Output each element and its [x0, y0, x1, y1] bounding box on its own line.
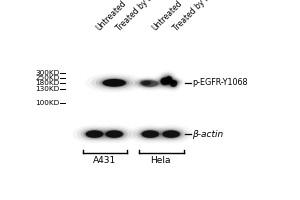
Ellipse shape [163, 130, 180, 138]
Text: 250KD: 250KD [35, 75, 60, 81]
Ellipse shape [141, 130, 160, 138]
Ellipse shape [142, 130, 159, 138]
Ellipse shape [97, 127, 132, 142]
Ellipse shape [101, 79, 127, 87]
Ellipse shape [157, 78, 183, 86]
Ellipse shape [86, 130, 103, 138]
Ellipse shape [160, 129, 182, 139]
Text: Treated by EGF: Treated by EGF [114, 0, 161, 33]
Text: β-actin: β-actin [192, 130, 224, 139]
Ellipse shape [163, 80, 177, 84]
Ellipse shape [140, 80, 151, 85]
Ellipse shape [105, 130, 124, 138]
Text: Untreated: Untreated [94, 0, 128, 33]
Ellipse shape [135, 78, 165, 89]
Text: Treated by Serum: Treated by Serum [171, 0, 225, 33]
Ellipse shape [165, 76, 173, 84]
Ellipse shape [106, 130, 123, 138]
Text: p-EGFR-Y1068: p-EGFR-Y1068 [192, 78, 248, 87]
Ellipse shape [163, 74, 174, 86]
Ellipse shape [170, 80, 177, 87]
Ellipse shape [143, 81, 158, 87]
Text: 100KD: 100KD [35, 100, 60, 106]
Ellipse shape [159, 76, 170, 86]
Text: Hela: Hela [151, 156, 171, 165]
Ellipse shape [91, 75, 137, 91]
Ellipse shape [157, 128, 185, 140]
Ellipse shape [160, 78, 169, 85]
Ellipse shape [99, 78, 129, 88]
Ellipse shape [77, 127, 112, 142]
Ellipse shape [154, 127, 189, 142]
Ellipse shape [157, 74, 173, 89]
Ellipse shape [158, 75, 171, 87]
Ellipse shape [136, 79, 155, 87]
Text: Untreated: Untreated [150, 0, 184, 33]
Ellipse shape [138, 79, 153, 86]
Ellipse shape [96, 77, 133, 89]
Ellipse shape [162, 80, 178, 85]
Ellipse shape [138, 79, 162, 88]
Ellipse shape [136, 128, 164, 140]
Ellipse shape [140, 80, 152, 86]
Ellipse shape [100, 128, 128, 140]
Text: 130KD: 130KD [35, 86, 60, 92]
Ellipse shape [168, 78, 179, 89]
Ellipse shape [167, 77, 181, 90]
Ellipse shape [165, 76, 172, 84]
Ellipse shape [162, 72, 176, 88]
Ellipse shape [164, 80, 176, 84]
Ellipse shape [140, 80, 160, 87]
Text: 300KD: 300KD [35, 70, 60, 76]
Text: 180KD: 180KD [35, 80, 60, 86]
Ellipse shape [160, 79, 180, 85]
Text: A431: A431 [93, 156, 116, 165]
Ellipse shape [139, 129, 162, 139]
Ellipse shape [85, 130, 104, 138]
Ellipse shape [142, 80, 159, 87]
Ellipse shape [164, 75, 173, 85]
Ellipse shape [169, 79, 178, 88]
Ellipse shape [170, 80, 177, 87]
Ellipse shape [103, 79, 126, 87]
Ellipse shape [141, 81, 150, 85]
Ellipse shape [83, 129, 106, 139]
Ellipse shape [162, 130, 181, 138]
Ellipse shape [160, 77, 169, 85]
Ellipse shape [80, 128, 108, 140]
Ellipse shape [103, 129, 126, 139]
Ellipse shape [133, 127, 168, 142]
